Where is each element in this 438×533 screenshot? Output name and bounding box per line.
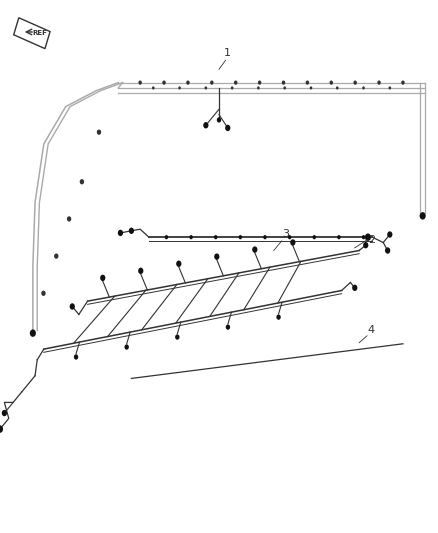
Circle shape xyxy=(97,130,101,135)
Circle shape xyxy=(290,239,296,246)
Circle shape xyxy=(118,230,123,236)
Circle shape xyxy=(306,80,309,85)
Circle shape xyxy=(189,235,193,239)
Circle shape xyxy=(420,212,426,220)
Circle shape xyxy=(389,86,391,90)
Circle shape xyxy=(336,86,339,90)
Circle shape xyxy=(214,235,217,239)
Circle shape xyxy=(276,314,281,320)
Circle shape xyxy=(138,80,142,85)
Text: REF: REF xyxy=(32,30,47,36)
Circle shape xyxy=(234,80,237,85)
Circle shape xyxy=(165,235,168,239)
Circle shape xyxy=(263,235,267,239)
Circle shape xyxy=(162,80,166,85)
Circle shape xyxy=(129,228,134,234)
Circle shape xyxy=(217,117,221,123)
Circle shape xyxy=(225,125,230,131)
Circle shape xyxy=(205,86,207,90)
Text: 1: 1 xyxy=(224,48,231,58)
Circle shape xyxy=(362,235,365,239)
Circle shape xyxy=(0,425,3,433)
Circle shape xyxy=(310,86,312,90)
Circle shape xyxy=(70,303,75,310)
Circle shape xyxy=(283,86,286,90)
Circle shape xyxy=(353,80,357,85)
Circle shape xyxy=(30,329,36,337)
Circle shape xyxy=(124,344,129,350)
Circle shape xyxy=(329,80,333,85)
Circle shape xyxy=(74,354,78,360)
Circle shape xyxy=(258,80,261,85)
Circle shape xyxy=(152,86,155,90)
Circle shape xyxy=(186,80,190,85)
Text: 3: 3 xyxy=(283,229,290,239)
Circle shape xyxy=(80,179,84,184)
Text: 4: 4 xyxy=(368,325,375,335)
Circle shape xyxy=(362,86,365,90)
Circle shape xyxy=(385,247,390,254)
Circle shape xyxy=(2,410,7,416)
Circle shape xyxy=(210,80,214,85)
Circle shape xyxy=(387,231,392,238)
Circle shape xyxy=(401,80,405,85)
Circle shape xyxy=(231,86,233,90)
Circle shape xyxy=(100,274,106,281)
Circle shape xyxy=(67,216,71,222)
Circle shape xyxy=(203,122,208,128)
Circle shape xyxy=(288,235,291,239)
Circle shape xyxy=(337,235,341,239)
Circle shape xyxy=(41,290,46,296)
Circle shape xyxy=(226,325,230,330)
Circle shape xyxy=(54,253,59,259)
Circle shape xyxy=(214,253,219,260)
Circle shape xyxy=(176,261,181,267)
Text: 2: 2 xyxy=(368,235,375,245)
Circle shape xyxy=(138,268,143,274)
Circle shape xyxy=(377,80,381,85)
Circle shape xyxy=(365,233,371,241)
Circle shape xyxy=(252,246,258,253)
Circle shape xyxy=(178,86,181,90)
Circle shape xyxy=(352,285,357,291)
Circle shape xyxy=(312,235,316,239)
Circle shape xyxy=(239,235,242,239)
Circle shape xyxy=(282,80,285,85)
Circle shape xyxy=(363,242,368,248)
Circle shape xyxy=(257,86,260,90)
FancyBboxPatch shape xyxy=(14,18,50,49)
Circle shape xyxy=(175,334,180,340)
